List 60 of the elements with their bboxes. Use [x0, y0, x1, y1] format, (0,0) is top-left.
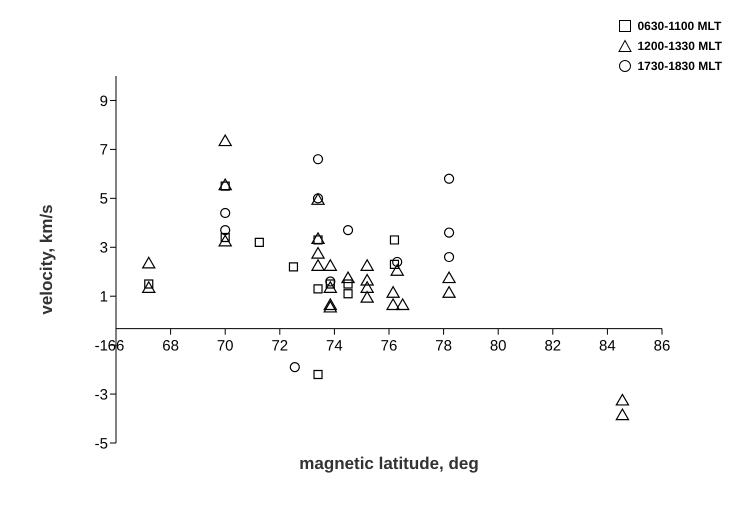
point — [142, 256, 156, 269]
y-tick-label: -1 — [94, 337, 108, 354]
x-tick-label: 84 — [599, 338, 616, 355]
x-tick-label: 76 — [380, 338, 398, 355]
point — [360, 291, 374, 303]
point — [220, 208, 230, 218]
point — [220, 225, 230, 236]
point — [616, 408, 630, 420]
x-tick-label: 82 — [544, 338, 562, 355]
point — [442, 286, 456, 298]
legend-label: 1200-1330 MLT — [638, 39, 722, 53]
point — [288, 262, 298, 272]
point — [444, 174, 454, 184]
y-tick-label: 1 — [100, 288, 108, 306]
y-tick-label: 5 — [100, 190, 108, 208]
point — [396, 298, 410, 310]
point — [312, 154, 324, 164]
point — [444, 227, 454, 238]
x-axis-title: magnetic latitude, deg — [299, 454, 479, 473]
point — [360, 274, 374, 286]
x-tick-label: 78 — [435, 338, 452, 355]
point — [324, 281, 337, 293]
x-tick-label: 74 — [326, 338, 343, 355]
point — [392, 256, 402, 268]
point — [254, 238, 264, 247]
legend-label: 1730-1830 MLT — [638, 59, 722, 73]
point — [311, 259, 325, 271]
point — [390, 235, 400, 245]
point — [616, 394, 630, 406]
point — [360, 259, 374, 271]
point — [341, 271, 355, 284]
point — [360, 281, 374, 293]
x-tick-label: 70 — [216, 338, 234, 355]
y-tick-label: 9 — [100, 92, 108, 110]
point — [343, 279, 353, 289]
y-tick-label: 7 — [100, 142, 108, 159]
point — [444, 252, 454, 262]
point — [324, 300, 337, 313]
point — [218, 234, 232, 246]
y-tick-label: 3 — [100, 240, 108, 257]
point — [390, 260, 400, 269]
point — [386, 298, 400, 310]
legend-label: 0630-1100 MLT — [638, 19, 722, 33]
point — [142, 281, 156, 293]
x-tick-label: 86 — [654, 338, 670, 355]
point — [313, 284, 323, 294]
point — [311, 246, 325, 259]
point — [343, 289, 353, 298]
y-tick-label: -5 — [94, 435, 108, 452]
point — [342, 225, 354, 236]
x-tick-label: 68 — [162, 338, 179, 355]
y-tick-label: -3 — [94, 386, 108, 404]
point — [390, 264, 404, 276]
point — [386, 286, 400, 298]
point — [324, 259, 337, 271]
x-tick-label: 72 — [271, 338, 288, 355]
y-axis-title: velocity, km/s — [37, 204, 56, 315]
x-tick-label: 80 — [490, 338, 507, 355]
point — [324, 298, 337, 310]
point — [442, 271, 456, 284]
